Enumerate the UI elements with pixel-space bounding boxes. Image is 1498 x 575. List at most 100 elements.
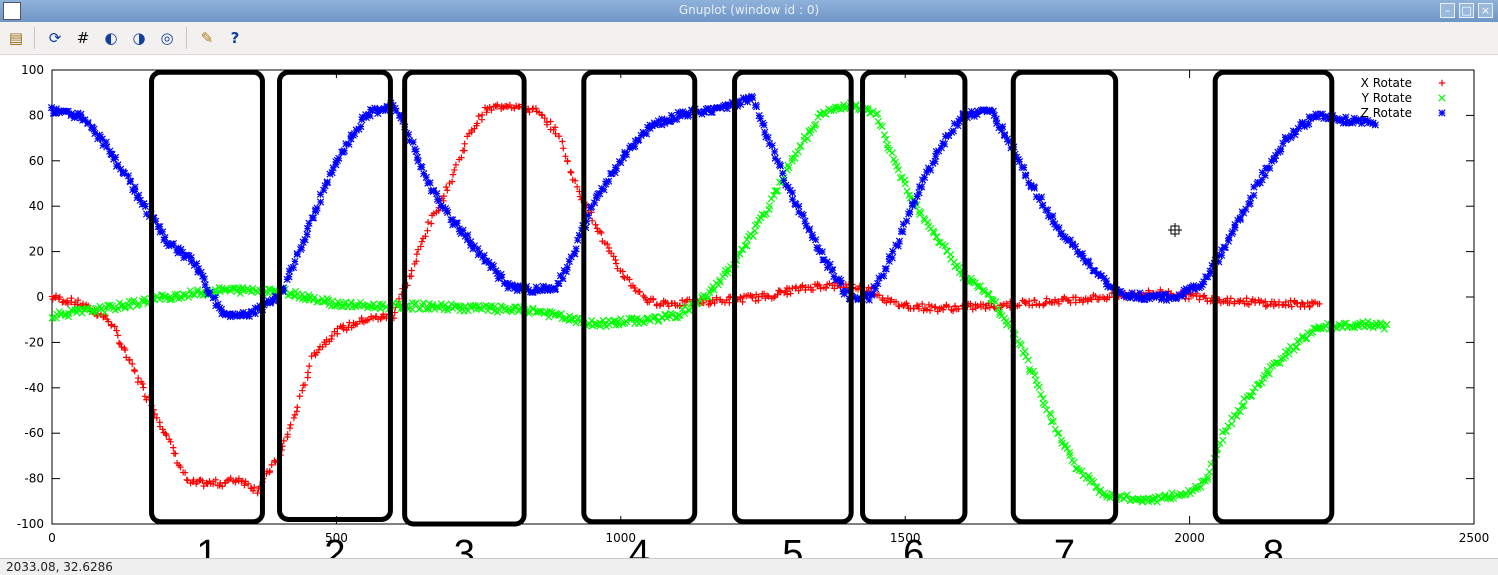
data-point (749, 294, 756, 301)
data-point (949, 127, 957, 135)
data-point (820, 256, 828, 264)
data-point (1043, 295, 1050, 302)
data-point (941, 132, 950, 141)
data-point (1236, 215, 1244, 224)
data-point (1035, 383, 1043, 391)
data-point (778, 169, 787, 177)
grid-icon[interactable]: # (76, 29, 90, 47)
data-point (765, 293, 772, 300)
data-point (888, 149, 896, 157)
data-point (1258, 176, 1266, 184)
data-point (792, 285, 799, 292)
data-point (1291, 343, 1300, 351)
maximize-button[interactable]: □ (1459, 3, 1474, 18)
data-point (802, 222, 810, 230)
data-point (443, 208, 452, 217)
data-point (1168, 489, 1176, 497)
data-point (634, 136, 643, 144)
data-point (1316, 300, 1323, 308)
data-point (808, 231, 816, 239)
data-point (397, 114, 405, 122)
data-point (1092, 484, 1101, 492)
data-point (1222, 427, 1230, 435)
data-point (411, 145, 419, 153)
data-point (787, 290, 794, 297)
data-point (895, 237, 904, 245)
zoom-next-icon[interactable]: ◑ (132, 29, 146, 47)
data-point (547, 118, 554, 125)
data-point (494, 274, 502, 283)
data-point (929, 227, 938, 235)
data-point (392, 107, 400, 115)
data-point (604, 240, 611, 248)
data-point (571, 250, 579, 258)
data-point (442, 183, 450, 191)
data-point (1078, 250, 1086, 258)
data-point (305, 219, 313, 227)
data-point (970, 112, 978, 121)
data-point (141, 202, 150, 211)
data-point (273, 293, 281, 301)
data-point (743, 235, 751, 244)
data-point (718, 298, 726, 306)
data-point (785, 163, 793, 172)
data-point (1185, 295, 1193, 303)
close-button[interactable]: × (1478, 3, 1493, 18)
data-point (412, 147, 420, 156)
help-icon[interactable]: ? (230, 29, 240, 47)
data-point (200, 275, 208, 283)
data-point (642, 130, 651, 138)
data-point (475, 249, 484, 257)
data-point (199, 477, 206, 485)
minimize-button[interactable]: – (1440, 3, 1455, 18)
data-point (583, 217, 591, 225)
data-point (163, 432, 170, 439)
data-point (784, 291, 791, 298)
data-point (424, 227, 431, 234)
data-point (826, 260, 834, 268)
data-point (926, 307, 934, 314)
data-point (1228, 420, 1236, 428)
data-point (776, 162, 785, 170)
data-point (303, 224, 312, 233)
data-point (115, 339, 123, 347)
wrench-icon[interactable]: ✎ (200, 29, 214, 47)
data-point (749, 94, 757, 102)
data-point (940, 140, 949, 148)
data-point (562, 153, 569, 160)
data-point (1047, 411, 1055, 419)
data-point (162, 430, 169, 437)
data-point (737, 100, 745, 109)
autoscale-icon[interactable]: ◎ (160, 29, 174, 47)
refresh-icon[interactable]: ⟳ (48, 29, 62, 47)
data-point (424, 218, 432, 226)
data-point (1149, 292, 1157, 300)
data-point (158, 228, 167, 236)
data-point (559, 275, 567, 283)
data-point (408, 305, 416, 313)
data-point (114, 161, 122, 169)
data-point (103, 143, 111, 151)
clipboard-icon[interactable]: ▤ (8, 29, 24, 47)
data-point (131, 187, 139, 196)
data-point (254, 489, 261, 497)
data-point (905, 210, 913, 218)
data-point (755, 112, 763, 120)
data-point (316, 198, 325, 206)
data-point (593, 225, 601, 232)
data-point (749, 232, 757, 240)
data-point (1236, 298, 1243, 306)
data-point (1356, 116, 1365, 124)
data-point (138, 200, 146, 208)
data-point (646, 298, 653, 306)
zoom-previous-icon[interactable]: ◐ (104, 29, 118, 47)
data-point (47, 103, 56, 112)
data-point (803, 134, 812, 143)
toolbar: ▤ ⟳ # ◐ ◑ ◎ ✎ ? (0, 22, 1498, 55)
data-point (241, 482, 248, 489)
data-point (1064, 237, 1072, 245)
data-point (590, 199, 599, 207)
data-point (1065, 448, 1074, 457)
data-point (380, 104, 388, 113)
